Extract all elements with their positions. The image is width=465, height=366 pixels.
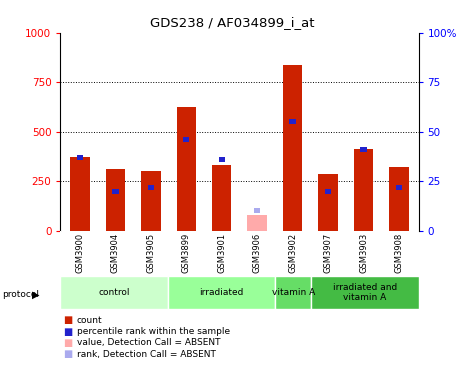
- Text: control: control: [99, 288, 130, 297]
- Text: protocol: protocol: [2, 290, 40, 299]
- Bar: [219, 157, 225, 162]
- Text: GDS238 / AF034899_i_at: GDS238 / AF034899_i_at: [150, 16, 315, 30]
- Text: irradiated: irradiated: [199, 288, 244, 297]
- Bar: [360, 147, 367, 152]
- Text: GSM3900: GSM3900: [75, 232, 85, 273]
- Text: GSM3902: GSM3902: [288, 232, 297, 273]
- Bar: [168, 276, 275, 309]
- Text: GSM3907: GSM3907: [324, 232, 332, 273]
- Bar: [112, 188, 119, 194]
- Bar: [319, 174, 338, 231]
- Bar: [325, 188, 331, 194]
- Bar: [106, 169, 125, 231]
- Bar: [283, 64, 302, 231]
- Text: ■: ■: [63, 326, 72, 337]
- Bar: [289, 119, 296, 124]
- Text: GSM3908: GSM3908: [394, 232, 404, 273]
- Bar: [396, 184, 402, 190]
- Text: value, Detection Call = ABSENT: value, Detection Call = ABSENT: [77, 339, 220, 347]
- Bar: [311, 276, 418, 309]
- Text: GSM3901: GSM3901: [217, 232, 226, 273]
- Bar: [275, 276, 311, 309]
- Text: ■: ■: [63, 349, 72, 359]
- Text: rank, Detection Call = ABSENT: rank, Detection Call = ABSENT: [77, 350, 216, 359]
- Text: percentile rank within the sample: percentile rank within the sample: [77, 327, 230, 336]
- Text: count: count: [77, 316, 102, 325]
- Text: GSM3903: GSM3903: [359, 232, 368, 273]
- Bar: [141, 171, 160, 231]
- Bar: [177, 107, 196, 231]
- Text: vitamin A: vitamin A: [272, 288, 315, 297]
- Text: ■: ■: [63, 315, 72, 325]
- Bar: [247, 215, 267, 231]
- Bar: [148, 184, 154, 190]
- Bar: [77, 155, 83, 160]
- Text: ■: ■: [63, 338, 72, 348]
- Text: GSM3899: GSM3899: [182, 232, 191, 273]
- Bar: [183, 137, 190, 142]
- Text: ▶: ▶: [32, 290, 39, 300]
- Bar: [60, 276, 168, 309]
- Bar: [254, 208, 260, 213]
- Bar: [70, 157, 90, 231]
- Text: GSM3905: GSM3905: [146, 232, 155, 273]
- Text: irradiated and
vitamin A: irradiated and vitamin A: [332, 283, 397, 303]
- Bar: [354, 149, 373, 231]
- Bar: [389, 167, 409, 231]
- Text: GSM3904: GSM3904: [111, 232, 120, 273]
- Bar: [212, 165, 232, 231]
- Text: GSM3906: GSM3906: [252, 232, 262, 273]
